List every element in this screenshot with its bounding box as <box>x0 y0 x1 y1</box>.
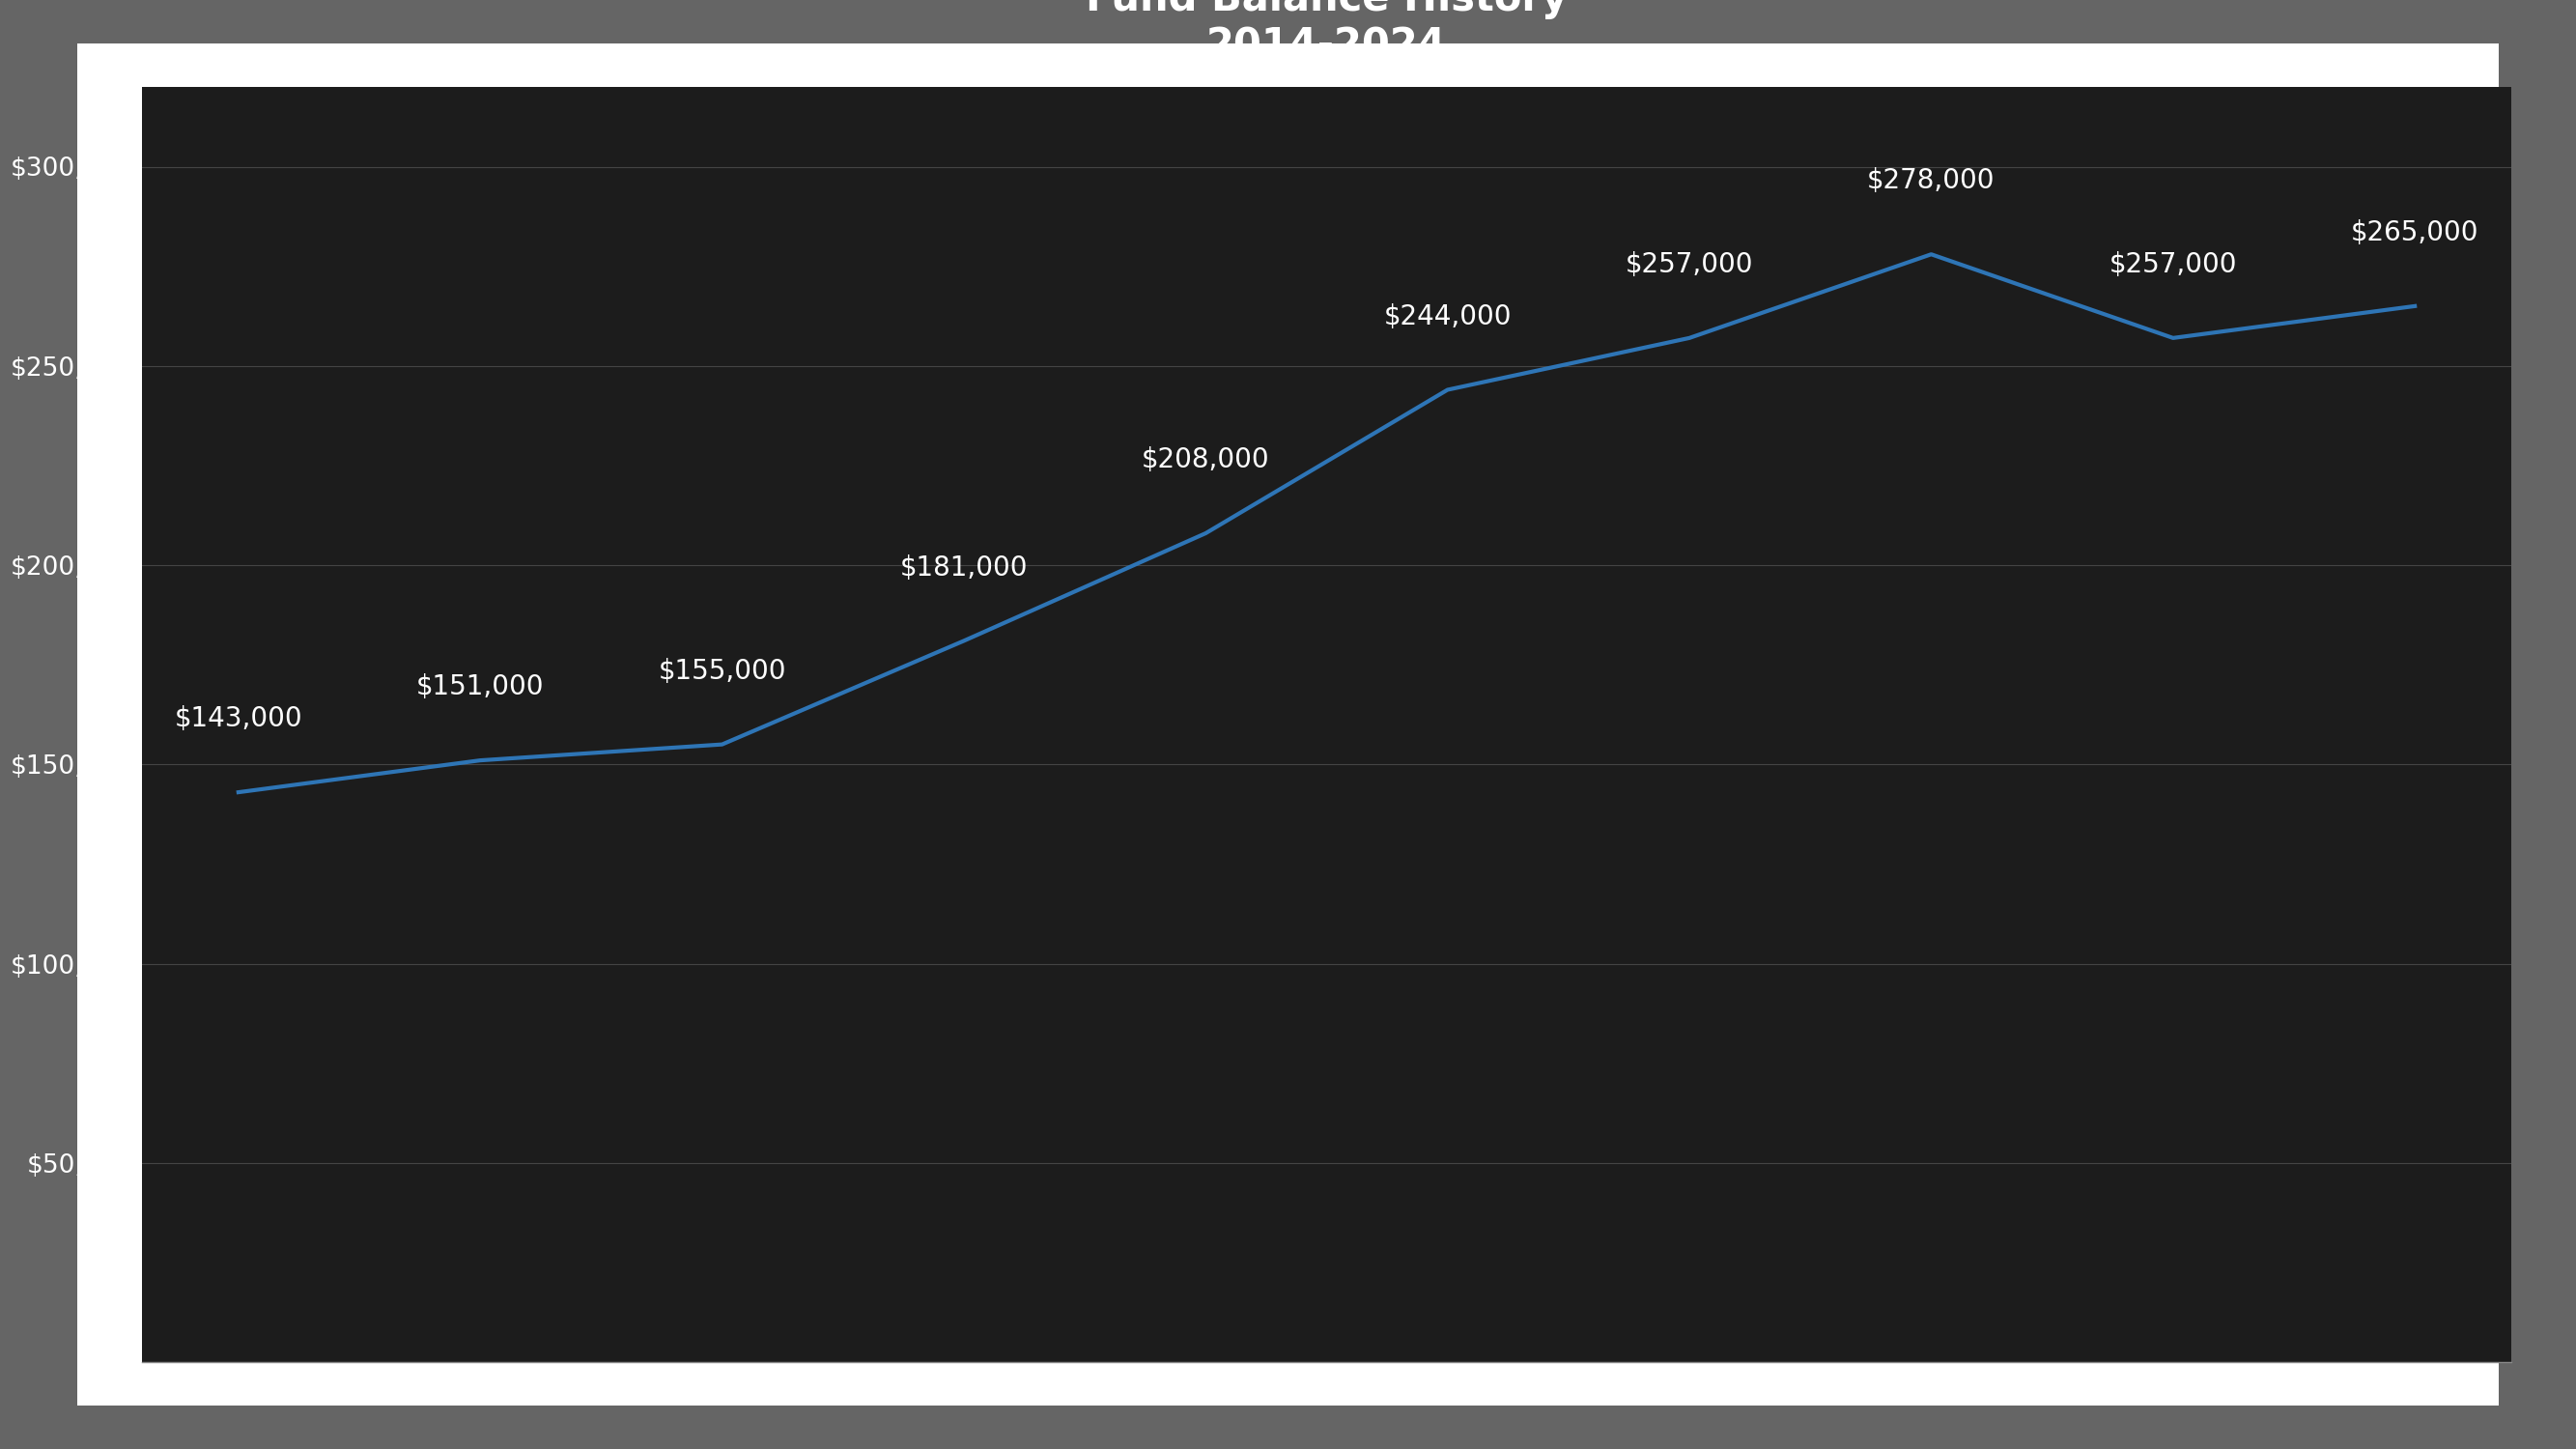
Text: $278,000: $278,000 <box>1868 168 1996 194</box>
Text: $155,000: $155,000 <box>657 658 786 685</box>
Text: $257,000: $257,000 <box>1625 251 1754 278</box>
Text: $257,000: $257,000 <box>2110 251 2236 278</box>
Text: $244,000: $244,000 <box>1383 303 1512 330</box>
Text: $208,000: $208,000 <box>1141 446 1270 474</box>
Text: $151,000: $151,000 <box>417 674 544 701</box>
Text: $181,000: $181,000 <box>899 554 1028 581</box>
Text: $143,000: $143,000 <box>175 706 301 733</box>
Title: Fund Balance History
2014-2024: Fund Balance History 2014-2024 <box>1084 0 1569 67</box>
Text: $265,000: $265,000 <box>2352 219 2478 246</box>
